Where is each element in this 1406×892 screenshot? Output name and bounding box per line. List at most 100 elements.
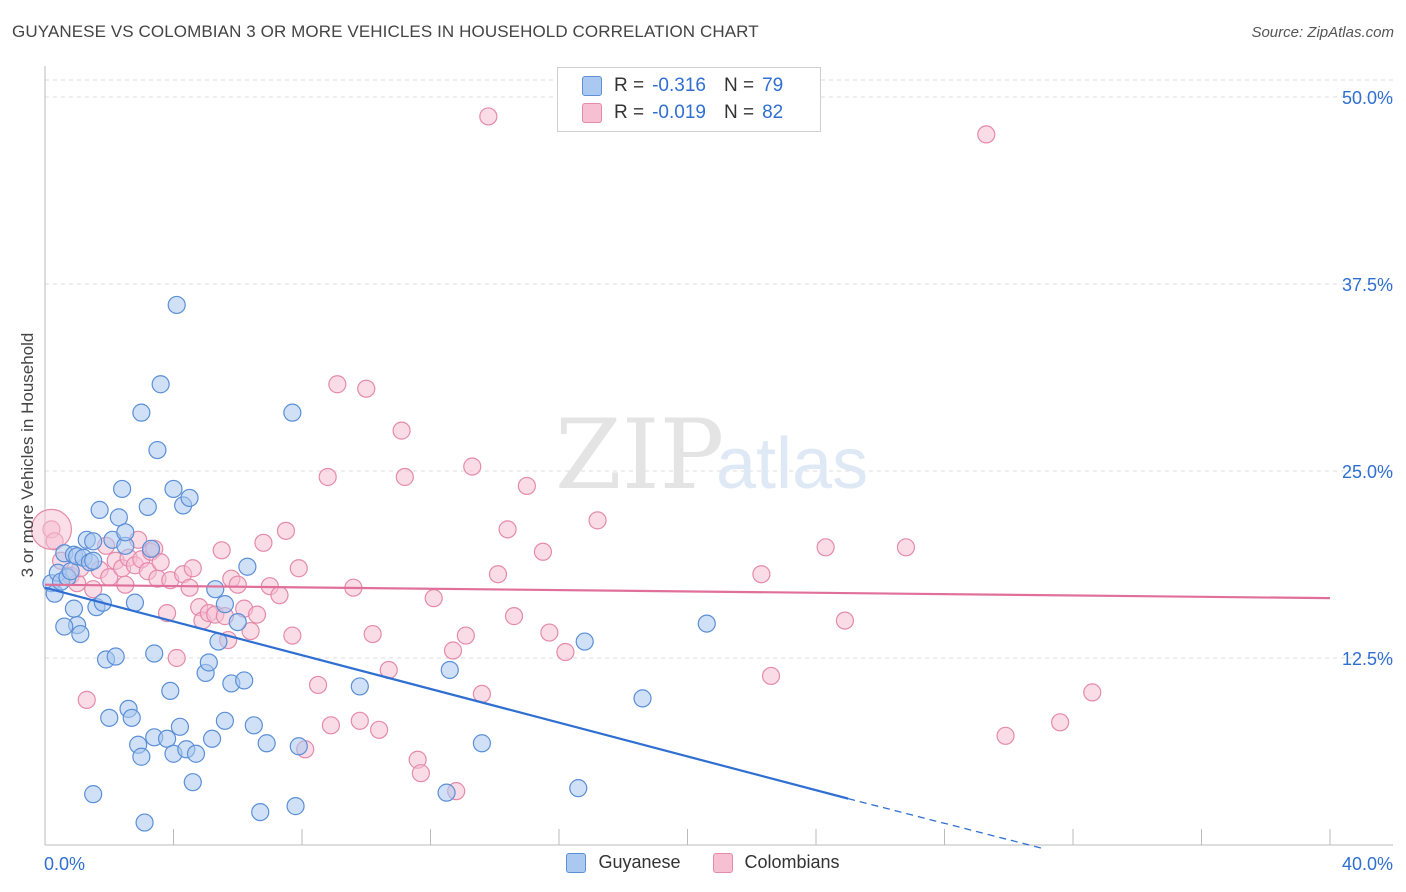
guyanese-point [161, 681, 180, 701]
guyanese-point [157, 729, 177, 748]
colombians-point [411, 764, 430, 783]
colombians-point [167, 648, 186, 668]
colombians-point [488, 565, 508, 584]
guyanese-point [116, 523, 135, 542]
guyanese-swatch [582, 76, 602, 96]
guyanese-point [244, 716, 263, 735]
series-legend-label: Guyanese [598, 852, 681, 872]
colombians-point [996, 726, 1015, 745]
guyanese-point [633, 689, 652, 708]
guyanese-point [122, 708, 141, 727]
guyanese-point [215, 595, 234, 614]
legend-r-label: R = [614, 102, 645, 123]
guyanese-point [84, 551, 103, 570]
guyanese-point [138, 497, 157, 517]
legend-n-value: 79 [762, 75, 784, 96]
guyanese-point [148, 440, 167, 460]
colombians-point [283, 626, 302, 645]
correlation-legend: R = -0.316 N = 79 R = -0.019 N = 82 [557, 67, 821, 132]
guyanese-swatch [566, 852, 587, 873]
guyanese-point [575, 632, 594, 651]
colombians-point [517, 476, 536, 496]
guyanese-point [283, 403, 302, 422]
guyanese-point [132, 747, 151, 766]
colombians-point [456, 626, 475, 645]
colombians-trend-line [44, 583, 1331, 600]
colombians-point [392, 421, 411, 440]
colombians-point [289, 559, 308, 578]
colombians-point [212, 541, 231, 560]
colombians-point [977, 125, 996, 144]
colombians-point [77, 690, 96, 709]
series-legend-colombians[interactable]: Colombians [712, 852, 840, 873]
guyanese-point [55, 617, 74, 636]
guyanese-point [167, 295, 186, 315]
guyanese-point [109, 508, 128, 527]
y-tick-label: 37.5% [1342, 275, 1393, 295]
guyanese-point [151, 375, 170, 394]
guyanese-point [437, 783, 456, 802]
colombians-point [363, 624, 382, 644]
colombians-point [254, 533, 273, 552]
guyanese-point [186, 744, 206, 763]
guyanese-point [199, 653, 218, 672]
guyanese-point [145, 644, 164, 663]
guyanese-point [132, 403, 151, 422]
colombians-point [350, 711, 369, 730]
colombians-point [228, 575, 247, 594]
colombians-point [328, 375, 347, 394]
guyanese-point [112, 479, 132, 499]
colombians-point [761, 666, 781, 686]
guyanese-point [472, 734, 491, 753]
guyanese-point [228, 612, 247, 632]
tick-labels: 12.5% 25.0% 37.5% 50.0% 0.0% 40.0% [44, 88, 1393, 874]
colombians-point [424, 589, 443, 608]
guyanese-point [106, 647, 125, 666]
guyanese-point [90, 500, 109, 519]
colombians-point [157, 604, 177, 623]
guyanese-point [215, 711, 234, 730]
colombians-point [588, 511, 607, 530]
guyanese-point [141, 539, 161, 558]
y-tick-label: 25.0% [1342, 462, 1393, 482]
legend-n-label: N = [723, 102, 755, 123]
colombians-point [835, 611, 855, 630]
legend-n-value: 82 [762, 102, 784, 123]
series-legend-guyanese[interactable]: Guyanese [566, 852, 681, 873]
chart-title: GUYANESE VS COLOMBIAN 3 OR MORE VEHICLES… [12, 22, 759, 41]
watermark-atlas: atlas [716, 424, 868, 504]
legend-r-label: R = [614, 75, 645, 96]
colombians-point [247, 605, 267, 624]
guyanese-point [206, 580, 225, 599]
x-tick-label: 40.0% [1342, 854, 1393, 874]
colombians-point [504, 607, 524, 626]
colombians-point [357, 379, 376, 398]
guyanese-trend-line [44, 586, 849, 800]
colombians-point [183, 559, 202, 578]
colombians-point [241, 621, 260, 641]
guyanese-points [42, 295, 716, 832]
trend-lines [44, 583, 1331, 849]
guyanese-point [183, 773, 202, 792]
guyanese-trend-extension [847, 797, 1042, 849]
guyanese-point [350, 677, 369, 696]
legend-n-label: N = [723, 75, 755, 96]
guyanese-point [251, 802, 270, 822]
colombians-point [30, 508, 73, 550]
legend-r-value: -0.316 [652, 75, 706, 96]
colombians-swatch [712, 852, 733, 873]
colombians-point [533, 542, 553, 561]
guyanese-point [257, 734, 276, 753]
guyanese-point [100, 708, 119, 727]
guyanese-point [84, 785, 103, 804]
legend-row-colombians: R = -0.019 N = 82 [582, 100, 783, 126]
colombians-point [1083, 683, 1102, 702]
axis-layer [44, 66, 1393, 846]
colombians-point [479, 107, 498, 126]
colombians-point [540, 623, 559, 642]
y-axis-label: 3 or more Vehicles in Household [18, 332, 37, 578]
watermark: ZIP atlas [555, 399, 868, 511]
guyanese-point [84, 532, 103, 551]
guyanese-point [170, 717, 190, 736]
